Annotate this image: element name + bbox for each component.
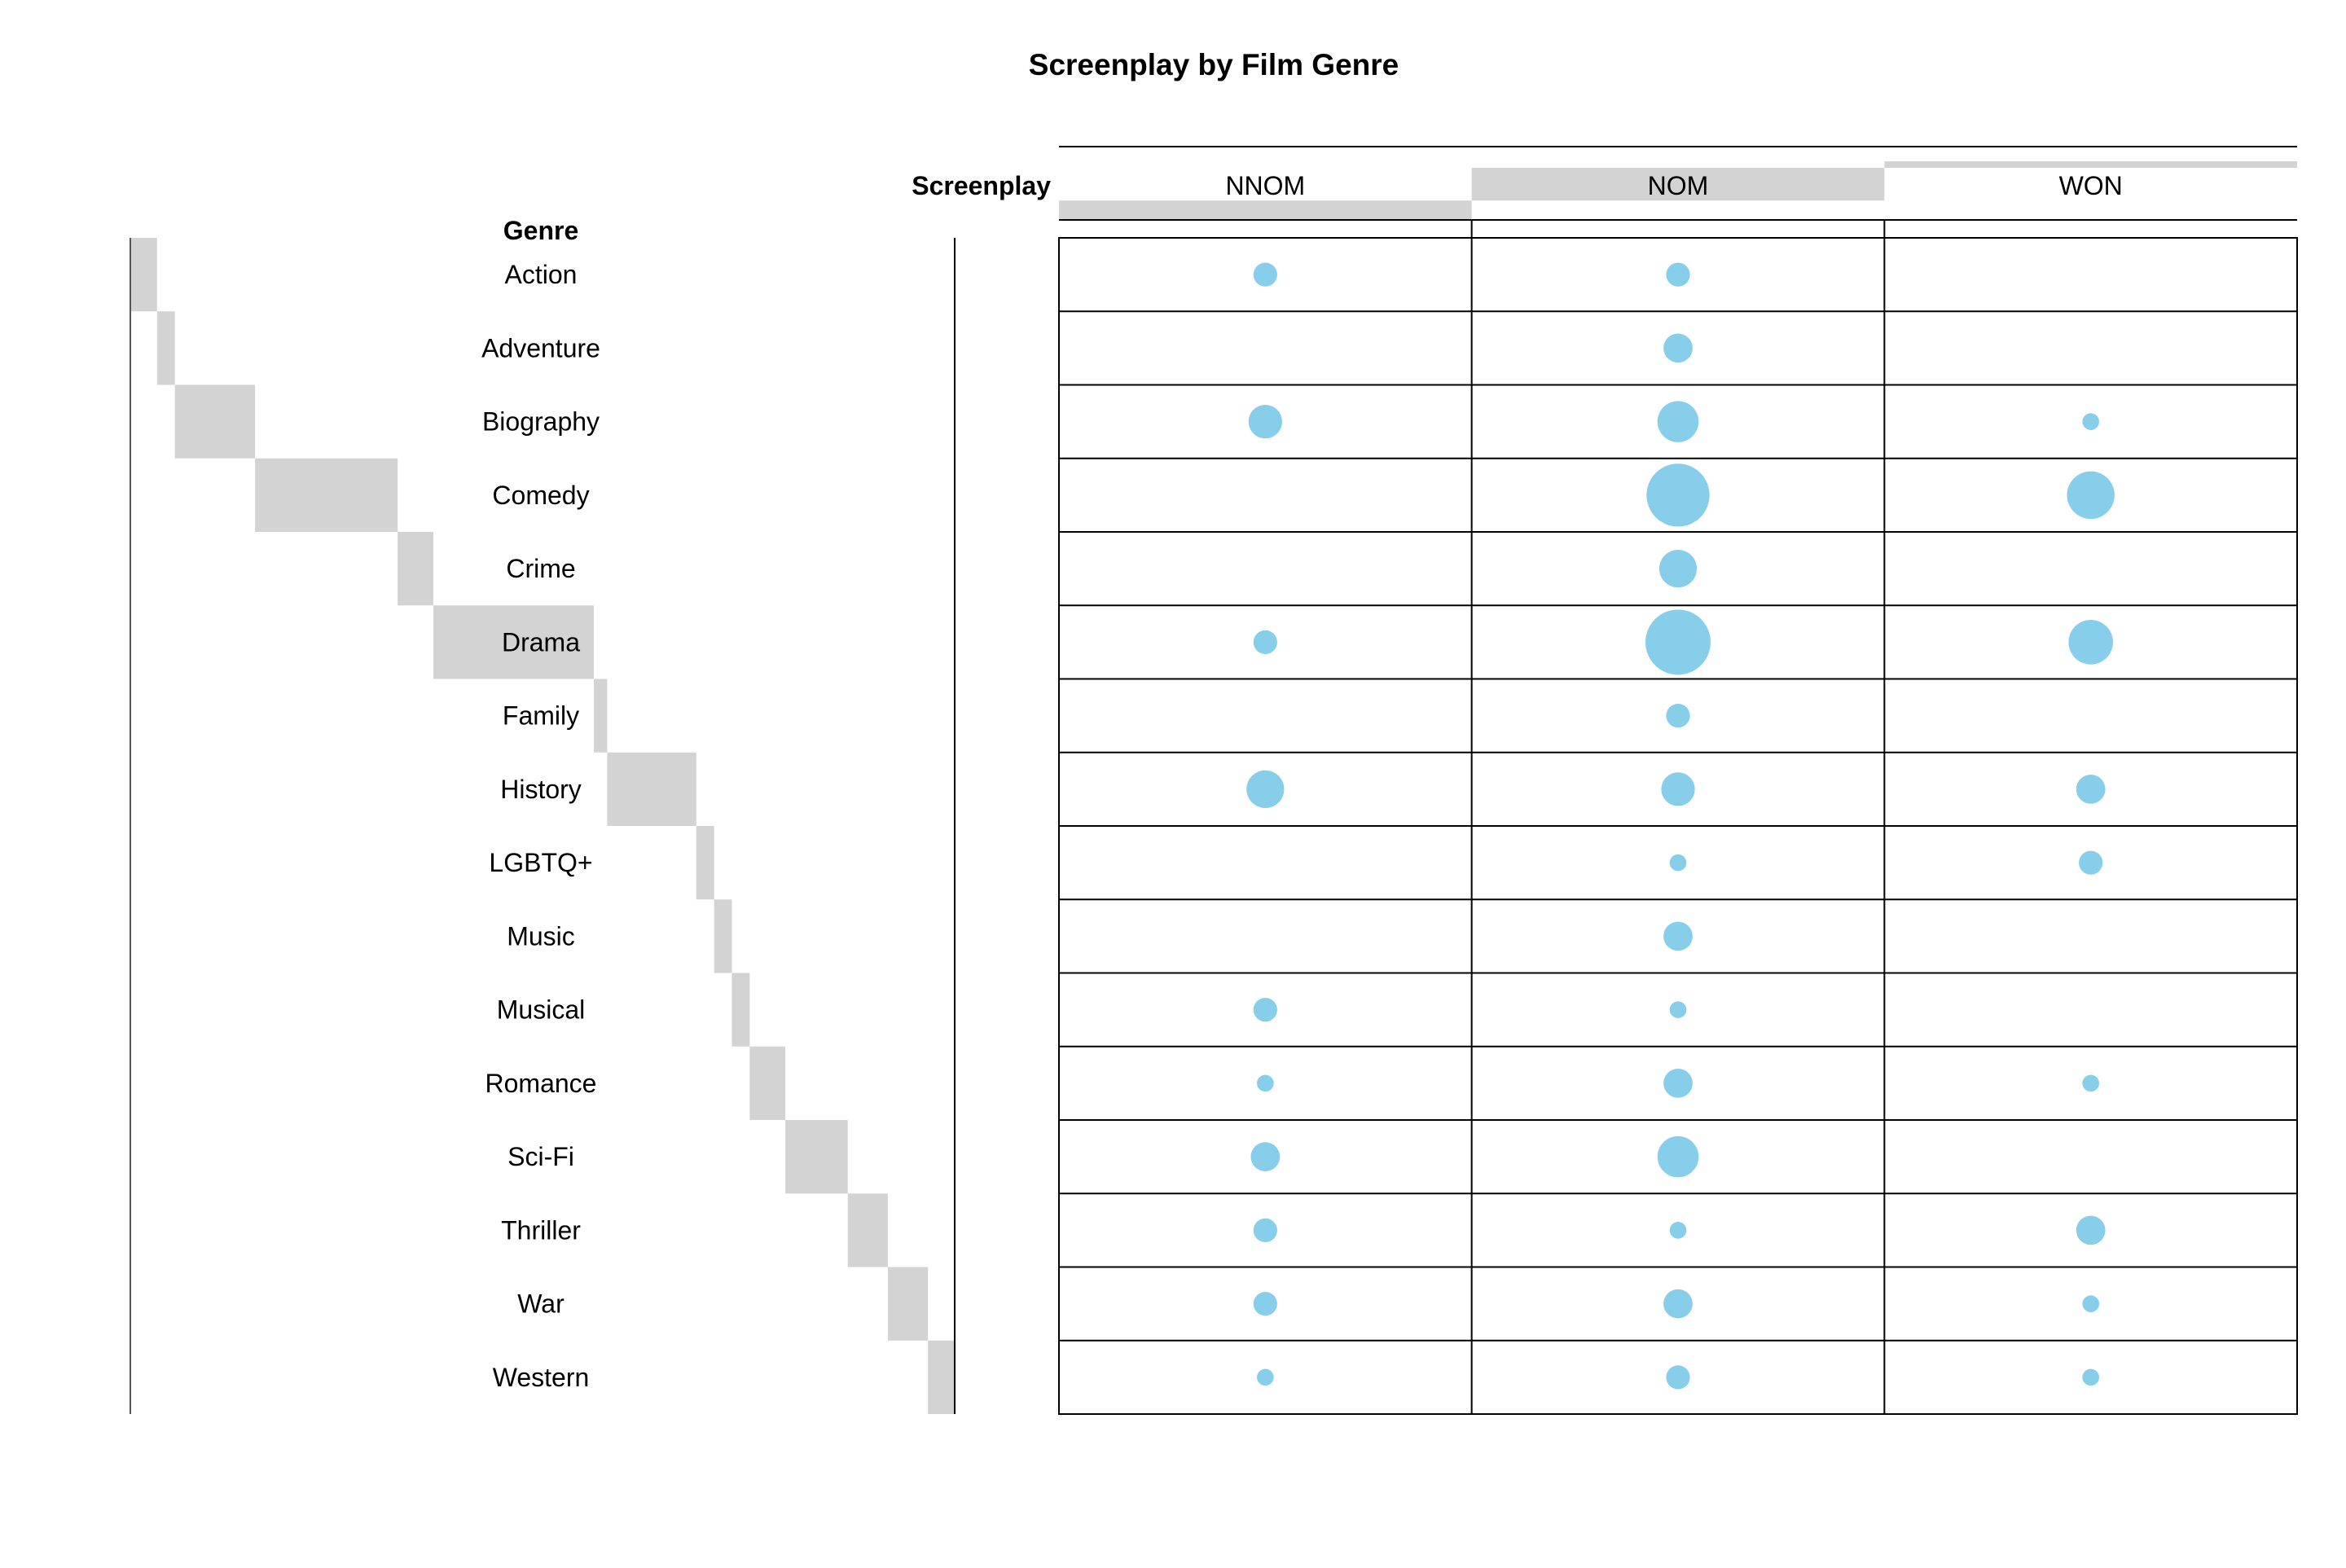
bubble (2082, 1074, 2099, 1092)
bubble (1253, 998, 1277, 1022)
bubble (1257, 1074, 1274, 1092)
bubble (1253, 1218, 1277, 1242)
row-label: Comedy (492, 481, 589, 510)
bubble (1657, 401, 1699, 442)
bubble (1663, 1068, 1693, 1098)
bubbles (1246, 262, 2115, 1390)
row-label: LGBTQ+ (489, 848, 592, 877)
bubble (2082, 413, 2099, 430)
column-variable-label: Screenplay (912, 171, 1051, 200)
bubble (2076, 774, 2106, 804)
row-margin-bar (398, 532, 433, 606)
grid-lines (1058, 220, 2298, 1415)
bubble (1253, 262, 1277, 287)
column-margin-bar (1059, 200, 1472, 220)
row-margin-bar (696, 826, 714, 900)
bubble (1663, 921, 1693, 951)
row-margin-bar (785, 1120, 848, 1194)
row-margin-bar (433, 605, 594, 679)
row-margin-bar (130, 238, 157, 312)
row-variable-label: Genre (503, 216, 578, 245)
row-label: Biography (482, 407, 600, 437)
row-label: Western (493, 1363, 590, 1392)
bubble (1666, 704, 1690, 728)
bubble (2067, 471, 2115, 520)
row-label: Adventure (481, 333, 600, 362)
row-margin-bar (887, 1267, 929, 1341)
bubble (2079, 850, 2103, 875)
row-margin-bar (156, 311, 175, 385)
row-margin-bar (607, 752, 696, 826)
row-label: Music (507, 921, 575, 951)
column-margin-bar (1884, 161, 2297, 169)
bubble (1253, 630, 1277, 654)
bubble (1257, 1368, 1274, 1386)
row-margin-bar (714, 899, 732, 973)
bubble (1646, 463, 1710, 527)
bubble (1666, 1365, 1690, 1390)
row-label: Thriller (501, 1215, 581, 1245)
row-margin-bar (593, 679, 608, 753)
bubble (1669, 1222, 1687, 1239)
row-label: Drama (502, 627, 580, 657)
bubble (1658, 550, 1698, 588)
margin-bars (130, 146, 2297, 1414)
bubble (2082, 1368, 2099, 1386)
column-label: WON (2059, 171, 2123, 200)
row-label: Action (505, 260, 578, 289)
column-label: NNOM (1225, 171, 1305, 200)
row-margin-bar (255, 458, 398, 532)
bubble (2082, 1295, 2099, 1312)
row-margin-bar (731, 973, 750, 1047)
row-label: War (517, 1289, 565, 1319)
row-margin-bar (847, 1193, 888, 1267)
column-label: NOM (1648, 171, 1709, 200)
bubble (1663, 1289, 1693, 1319)
row-label: Family (503, 701, 579, 731)
row-margin-bar (749, 1046, 786, 1120)
chart-title: Screenplay by Film Genre (1029, 48, 1399, 81)
bubble (1250, 1142, 1281, 1172)
row-label: Romance (485, 1069, 597, 1098)
category-labels: NNOM NOM WON Action Adventure Biography Comedy… (481, 171, 2123, 1392)
row-label: Crime (506, 554, 575, 583)
column-margin-bar (1471, 168, 1885, 201)
bubble (1669, 854, 1687, 872)
bubble (1248, 404, 1282, 439)
bubble (1645, 609, 1711, 675)
bubble (2076, 1215, 2106, 1245)
bubble (1669, 1001, 1687, 1018)
row-label: Musical (497, 995, 585, 1025)
bubble (1663, 333, 1693, 363)
bubble (1666, 262, 1690, 287)
row-label: Sci-Fi (507, 1142, 574, 1171)
row-margin-bar (928, 1340, 955, 1414)
bubble (1253, 1292, 1277, 1316)
bubble (1657, 1135, 1699, 1178)
row-label: History (500, 775, 582, 804)
bubble (1661, 772, 1695, 806)
row-margin-bar (174, 384, 256, 459)
bubble (1246, 770, 1285, 808)
bubble (2068, 620, 2113, 665)
